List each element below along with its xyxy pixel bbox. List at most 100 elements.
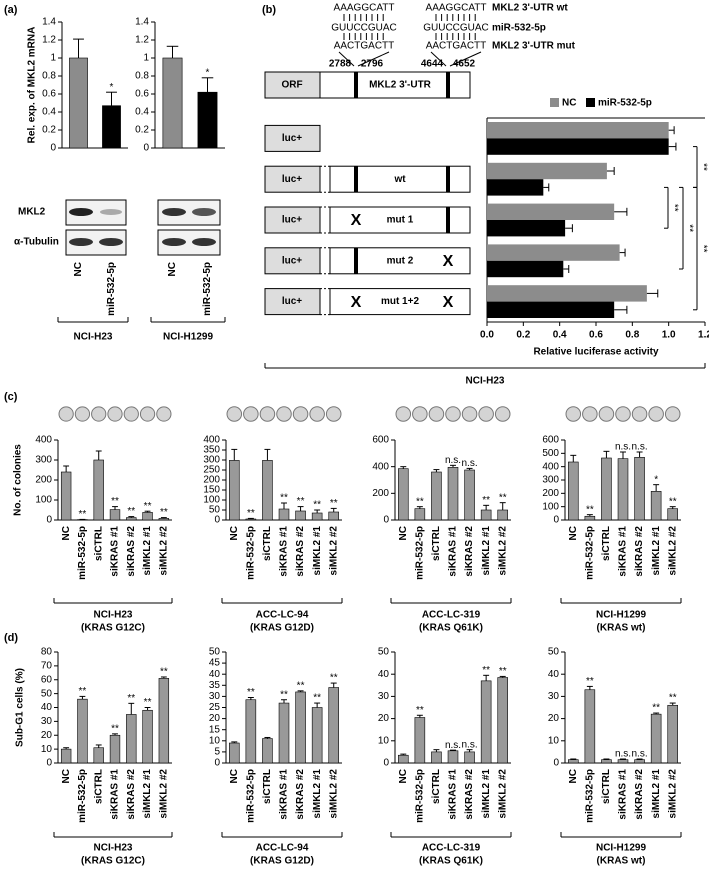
x-tick-label: miR-532-5p xyxy=(584,769,595,823)
y-tick-label: 600 xyxy=(372,435,389,446)
x-tick-label: 0.2 xyxy=(516,330,530,341)
bar xyxy=(142,709,153,764)
bar xyxy=(447,467,459,521)
orf-label: ORF xyxy=(281,80,302,91)
bar xyxy=(142,512,153,521)
group-subtitle: (KRAS G12C) xyxy=(81,856,145,867)
mutation-mark: X xyxy=(443,253,454,270)
bar xyxy=(584,689,596,764)
colony-well xyxy=(648,406,664,422)
y-tick-label: 1.4 xyxy=(135,17,149,28)
significance: ** xyxy=(127,693,135,704)
colony-well xyxy=(445,406,461,422)
x-tick-label: siCTRL xyxy=(93,769,104,804)
blot-band xyxy=(192,208,216,216)
significance: ** xyxy=(160,507,168,518)
colony-well xyxy=(74,406,91,422)
y-tick-label: 20 xyxy=(378,713,390,724)
x-tick-label: siMKL2 #2 xyxy=(667,526,678,576)
x-tick-label: siKRAS #2 xyxy=(295,526,306,577)
x-tick-label: siCTRL xyxy=(601,526,612,561)
bar xyxy=(650,491,662,521)
bar xyxy=(109,734,121,764)
y-tick-label: 0.6 xyxy=(42,89,56,100)
bar xyxy=(667,704,678,764)
panel-label: (c) xyxy=(4,391,18,403)
x-tick-label: siCTRL xyxy=(93,526,104,561)
significance: ** xyxy=(144,697,152,708)
colony-well xyxy=(91,406,107,422)
x-tick-label: miR-532-5p xyxy=(414,769,425,823)
significance: n.s. xyxy=(462,458,478,469)
bar xyxy=(487,285,647,302)
bar xyxy=(278,508,290,521)
significance: ** xyxy=(247,687,255,698)
colony-well xyxy=(412,406,428,422)
sequence: AACTGACTT xyxy=(426,41,487,52)
x-tick-label: 0.8 xyxy=(625,330,639,341)
x-tick-label: siKRAS #1 xyxy=(618,769,629,820)
significance: ** xyxy=(482,665,490,676)
y-tick-label: 30 xyxy=(209,691,221,702)
x-tick-label: siCTRL xyxy=(601,769,612,804)
site xyxy=(354,247,358,274)
colony-well xyxy=(259,406,276,422)
blot-band xyxy=(69,208,93,216)
y-tick-label: 200 xyxy=(542,488,559,499)
y-tick-label: 100 xyxy=(542,501,559,512)
bar xyxy=(487,138,669,155)
group-subtitle: (KRAS G12D) xyxy=(250,623,314,634)
orf-box xyxy=(264,71,321,99)
x-tick-label: miR-532-5p xyxy=(245,769,256,823)
significance: ** xyxy=(247,508,255,519)
bar xyxy=(487,162,607,180)
significance: ** xyxy=(683,224,694,232)
y-tick-label: 200 xyxy=(372,488,389,499)
colony-well xyxy=(664,406,681,422)
x-tick-label: miR-532-5p xyxy=(106,262,117,316)
colony-well xyxy=(598,406,615,422)
x-tick-label: siCTRL xyxy=(431,526,442,561)
x-tick-label: siKRAS #1 xyxy=(448,526,459,577)
significance: n.s. xyxy=(445,455,461,466)
bar xyxy=(328,687,339,764)
site xyxy=(446,207,450,233)
x-tick-label: 0.4 xyxy=(553,330,567,341)
sequence-label: MKL2 3'-UTR wt xyxy=(492,3,568,14)
y-tick-label: 0.2 xyxy=(42,125,56,136)
significance: n.s. xyxy=(615,442,631,453)
x-tick-label: siMKL2 #1 xyxy=(481,526,492,576)
x-tick-label: siKRAS #2 xyxy=(126,526,137,577)
x-tick-label: siCTRL xyxy=(262,769,273,804)
x-tick-label: siMKL2 #2 xyxy=(158,769,169,819)
luc-box xyxy=(264,288,321,316)
utr-box xyxy=(319,71,471,99)
utr-box xyxy=(329,288,471,316)
bar xyxy=(431,471,442,521)
bar xyxy=(278,702,290,764)
y-tick-label: 0 xyxy=(383,758,389,769)
group-title: NCI-H23 xyxy=(74,332,113,343)
x-tick-label: siMKL2 #1 xyxy=(481,769,492,819)
legend-swatch xyxy=(550,98,559,107)
y-tick-label: 400 xyxy=(35,435,52,446)
y-tick-label: 0.2 xyxy=(135,125,149,136)
x-tick-label: siMKL2 #2 xyxy=(497,526,508,576)
x-tick-label: NC xyxy=(61,769,72,783)
x-tick-label: siKRAS #1 xyxy=(279,769,290,820)
luc-box xyxy=(264,124,321,152)
bar xyxy=(584,515,596,521)
y-tick-label: 400 xyxy=(542,461,559,472)
site xyxy=(354,166,358,193)
y-tick-label: 30 xyxy=(548,691,560,702)
x-tick-label: siMKL2 #2 xyxy=(328,769,339,819)
y-tick-label: 45 xyxy=(209,658,221,669)
colony-well xyxy=(58,406,74,422)
position: 4652 xyxy=(453,59,476,70)
significance: ** xyxy=(586,676,594,687)
x-tick-label: NC xyxy=(61,526,72,540)
y-tick-label: 0.4 xyxy=(42,107,56,118)
y-tick-label: 30 xyxy=(41,716,53,727)
y-tick-label: 1 xyxy=(50,53,56,64)
bar xyxy=(77,698,88,764)
